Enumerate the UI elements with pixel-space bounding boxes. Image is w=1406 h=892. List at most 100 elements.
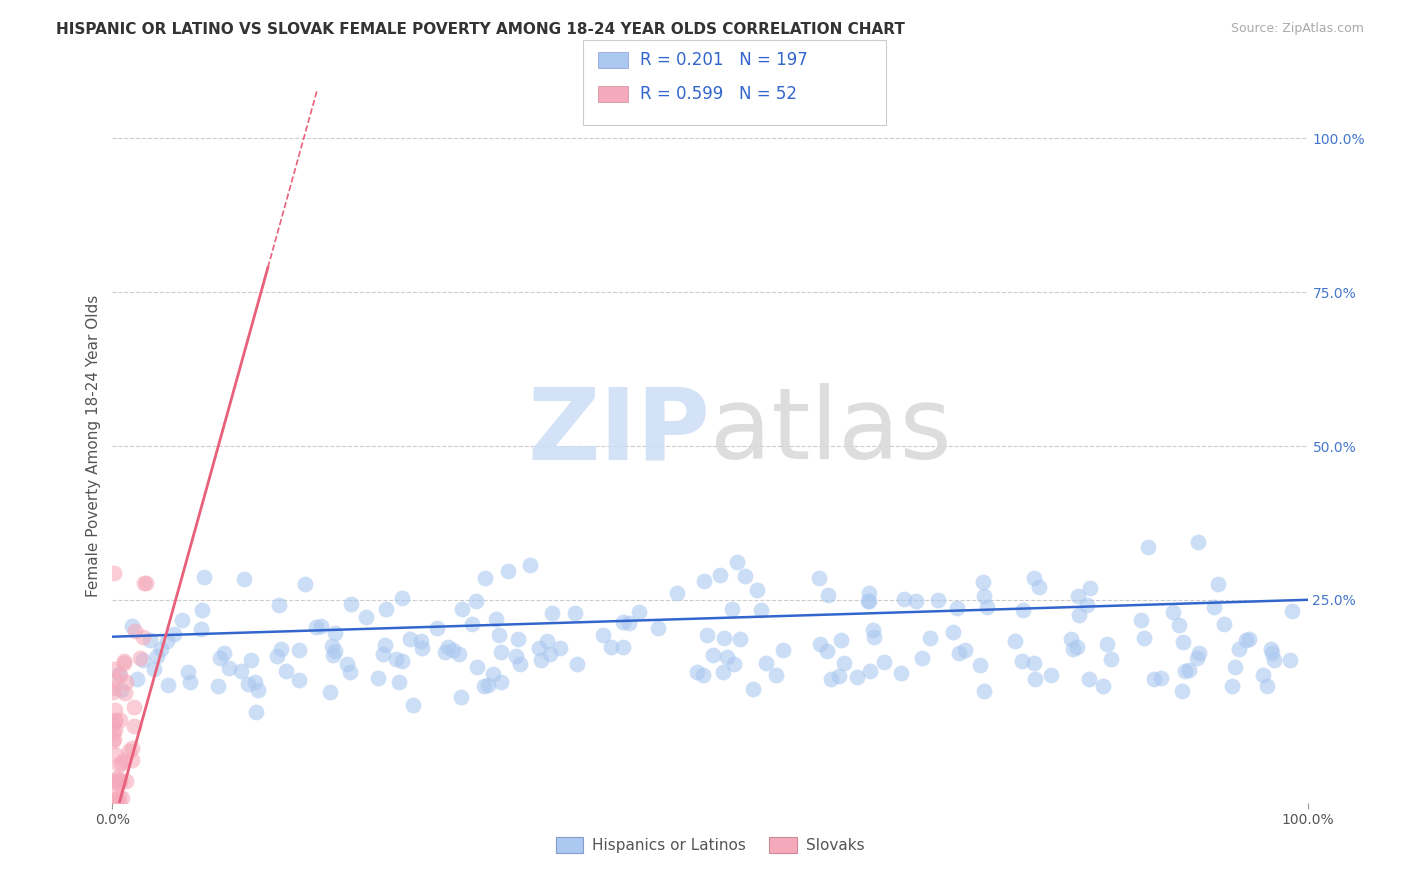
Point — [231, 664, 253, 678]
Point — [294, 577, 316, 591]
Point — [319, 684, 342, 698]
Point — [1256, 679, 1278, 693]
Point — [103, 731, 125, 746]
Point — [1011, 654, 1033, 668]
Point — [527, 641, 550, 656]
Point — [519, 558, 541, 573]
Point — [1133, 631, 1156, 645]
Point — [817, 588, 839, 602]
Point — [450, 690, 472, 705]
Point — [696, 628, 718, 642]
Point — [1004, 633, 1026, 648]
Point — [496, 564, 519, 578]
Point — [1091, 679, 1114, 693]
Point — [399, 632, 422, 647]
Point — [209, 651, 232, 665]
Text: Source: ZipAtlas.com: Source: ZipAtlas.com — [1230, 22, 1364, 36]
Point — [125, 673, 148, 687]
Point — [245, 675, 267, 690]
Point — [1168, 618, 1191, 632]
Point — [904, 594, 927, 608]
Point — [128, 650, 150, 665]
Point — [1143, 672, 1166, 686]
Point — [402, 698, 425, 712]
Point — [212, 646, 235, 660]
Point — [564, 606, 586, 620]
Point — [946, 600, 969, 615]
Point — [108, 713, 131, 727]
Point — [716, 649, 738, 664]
Point — [693, 574, 716, 588]
Point — [612, 615, 634, 629]
Point — [107, 797, 129, 811]
Point — [1150, 672, 1173, 686]
Point — [872, 655, 894, 669]
Point — [391, 655, 413, 669]
Point — [1136, 540, 1159, 554]
Point — [973, 589, 995, 603]
Point — [942, 625, 965, 640]
Point — [142, 662, 165, 676]
Point — [728, 632, 751, 646]
Point — [711, 665, 734, 679]
Point — [815, 644, 838, 658]
Point — [104, 815, 127, 830]
Point — [373, 647, 395, 661]
Point — [325, 625, 347, 640]
Point — [339, 665, 361, 680]
Point — [170, 613, 193, 627]
Point — [505, 649, 527, 664]
Point — [1099, 651, 1122, 665]
Point — [409, 634, 432, 648]
Point — [807, 571, 830, 585]
Point — [104, 793, 127, 807]
Text: HISPANIC OR LATINO VS SLOVAK FEMALE POVERTY AMONG 18-24 YEAR OLDS CORRELATION CH: HISPANIC OR LATINO VS SLOVAK FEMALE POVE… — [56, 22, 905, 37]
Point — [127, 830, 149, 844]
Point — [103, 775, 125, 789]
Point — [969, 657, 991, 672]
Point — [859, 664, 882, 678]
Point — [132, 575, 155, 590]
Point — [110, 772, 132, 787]
Point — [592, 628, 614, 642]
Point — [163, 627, 186, 641]
Point — [121, 741, 143, 756]
Point — [190, 622, 212, 636]
Point — [1279, 652, 1302, 666]
Point — [820, 672, 842, 686]
Point — [321, 640, 343, 654]
Point — [890, 665, 912, 680]
Point — [772, 643, 794, 657]
Point — [1206, 577, 1229, 591]
Point — [122, 700, 145, 714]
Point — [488, 627, 510, 641]
Point — [411, 641, 433, 656]
Point — [1187, 534, 1209, 549]
Point — [108, 667, 131, 681]
Point — [741, 682, 763, 697]
Point — [101, 734, 124, 748]
Point — [927, 592, 949, 607]
Point — [810, 637, 832, 651]
Point — [1173, 635, 1195, 649]
Point — [538, 647, 561, 661]
Point — [103, 566, 125, 580]
Point — [702, 648, 724, 662]
Point — [827, 669, 849, 683]
Point — [336, 657, 359, 671]
Point — [354, 609, 377, 624]
Point — [124, 624, 146, 639]
Point — [755, 656, 778, 670]
Point — [1011, 602, 1033, 616]
Point — [1225, 660, 1247, 674]
Point — [340, 597, 363, 611]
Point — [863, 630, 886, 644]
Point — [103, 714, 125, 728]
Point — [122, 719, 145, 733]
Point — [953, 643, 976, 657]
Point — [117, 744, 139, 758]
Point — [565, 657, 588, 671]
Point — [108, 774, 131, 789]
Point — [1212, 617, 1234, 632]
Point — [489, 645, 512, 659]
